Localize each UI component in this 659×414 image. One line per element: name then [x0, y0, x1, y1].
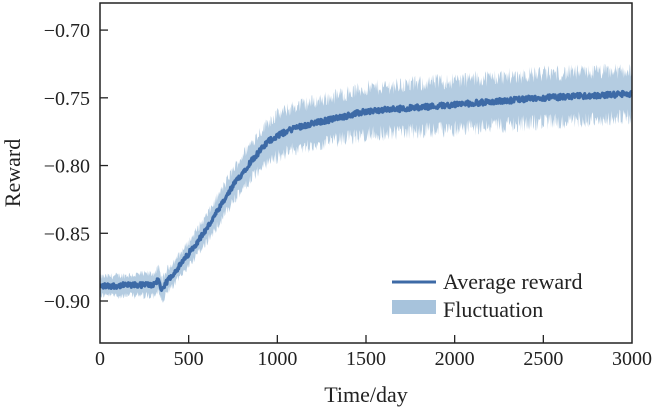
y-tick-label: −0.85 [44, 223, 90, 245]
x-tick-label: 0 [95, 348, 105, 370]
x-axis: 0 500 1000 1500 2000 2500 3000 [95, 335, 652, 370]
fluctuation-area [100, 63, 632, 303]
y-tick-label: −0.80 [44, 156, 90, 178]
legend-band-swatch [392, 300, 436, 314]
x-tick-label: 2500 [523, 348, 563, 370]
y-axis-label: Reward [0, 139, 25, 207]
x-tick-label: 500 [174, 348, 204, 370]
x-axis-label: Time/day [324, 382, 408, 407]
legend: Average reward Fluctuation [392, 269, 582, 322]
legend-label-average-reward: Average reward [443, 269, 582, 294]
average-reward-path [98, 89, 634, 292]
y-axis: −0.70 −0.75 −0.80 −0.85 −0.90 [44, 20, 108, 313]
x-tick-label: 3000 [612, 348, 652, 370]
x-tick-label: 1000 [257, 348, 297, 370]
fluctuation-band [100, 63, 632, 303]
average-reward-line [98, 89, 634, 292]
y-tick-label: −0.75 [44, 88, 90, 110]
x-tick-label: 1500 [346, 348, 386, 370]
legend-label-fluctuation: Fluctuation [443, 297, 543, 322]
x-tick-label: 2000 [435, 348, 475, 370]
y-tick-label: −0.90 [44, 291, 90, 313]
y-tick-label: −0.70 [44, 20, 90, 42]
